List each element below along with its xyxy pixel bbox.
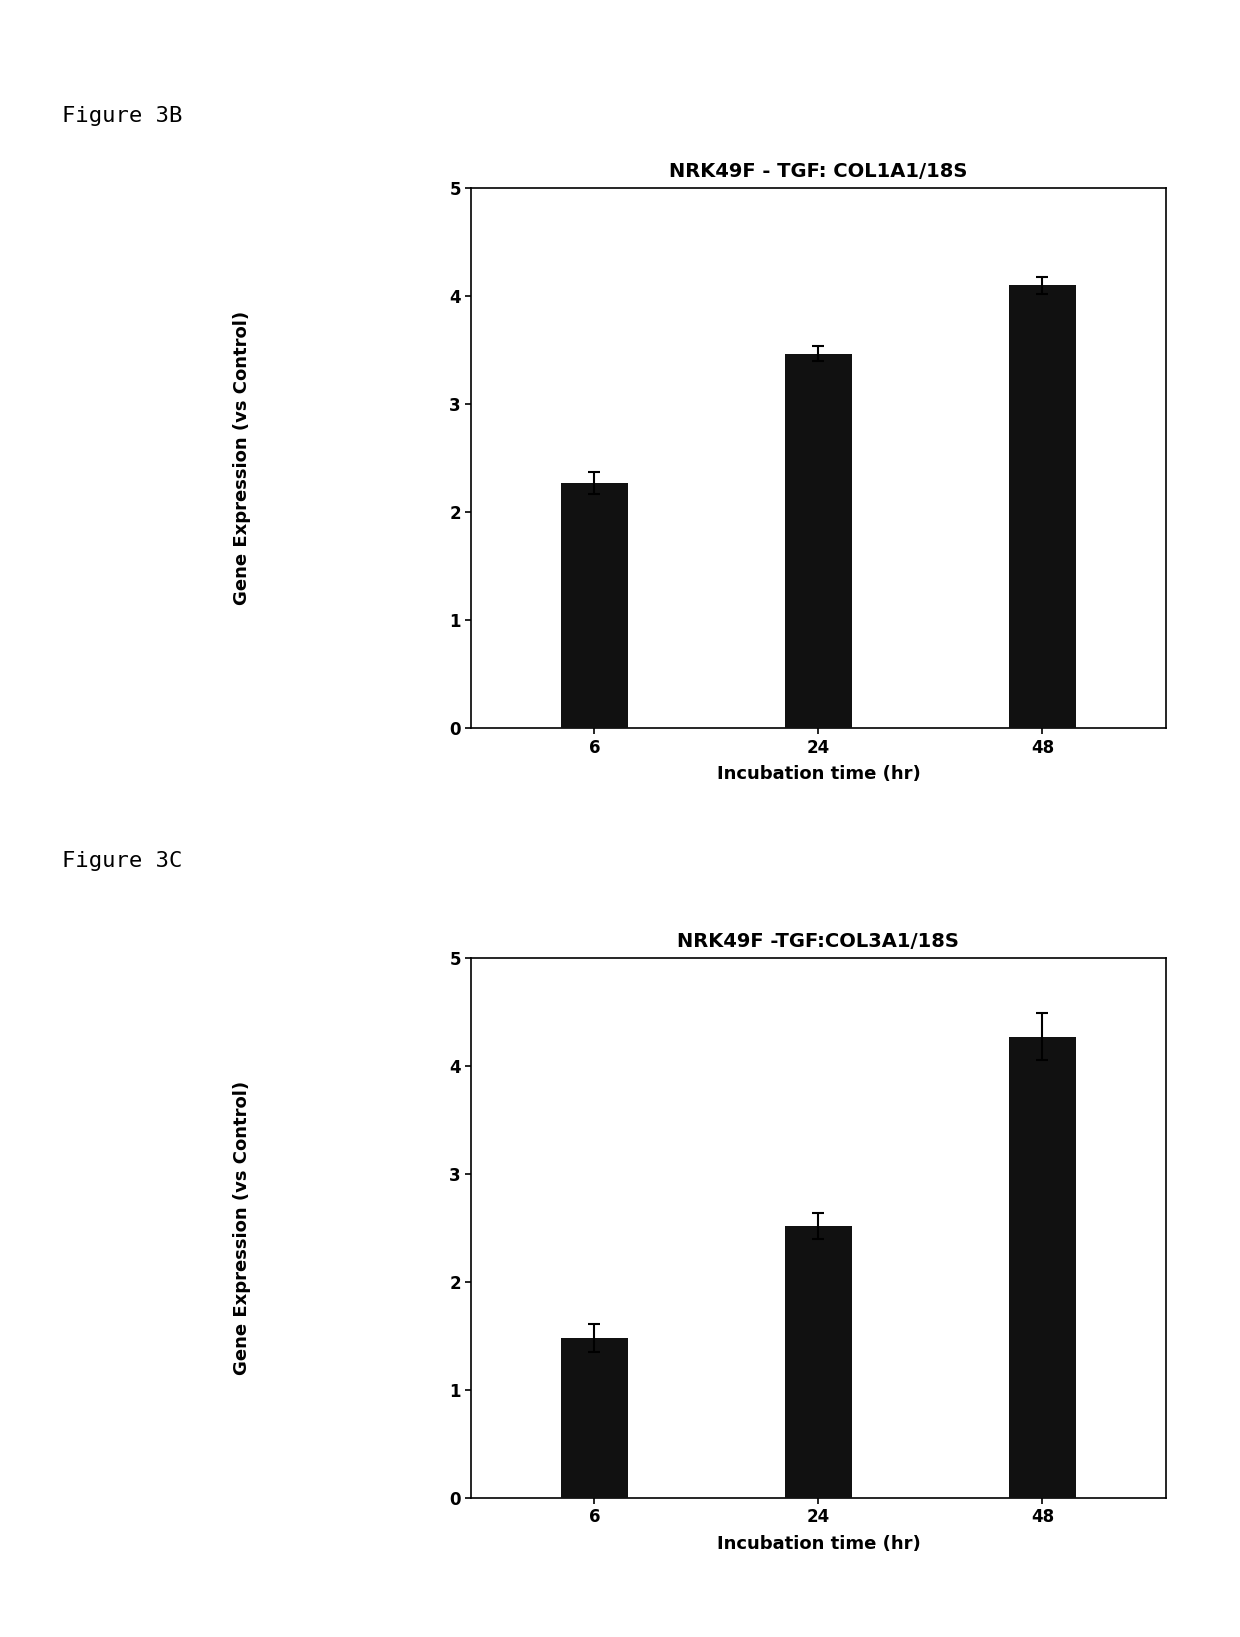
Bar: [560, 1337, 627, 1498]
Text: Figure 3B: Figure 3B: [62, 106, 182, 126]
Text: Figure 3C: Figure 3C: [62, 851, 182, 871]
Bar: [1009, 1036, 1076, 1498]
Bar: [785, 1226, 852, 1498]
Bar: [1009, 285, 1076, 728]
Title: NRK49F -TGF:COL3A1/18S: NRK49F -TGF:COL3A1/18S: [677, 931, 960, 951]
Bar: [785, 354, 852, 728]
X-axis label: Incubation time (hr): Incubation time (hr): [717, 764, 920, 782]
Bar: [560, 483, 627, 728]
Title: NRK49F - TGF: COL1A1/18S: NRK49F - TGF: COL1A1/18S: [670, 162, 967, 182]
Text: Gene Expression (vs Control): Gene Expression (vs Control): [233, 311, 250, 606]
X-axis label: Incubation time (hr): Incubation time (hr): [717, 1534, 920, 1552]
Text: Gene Expression (vs Control): Gene Expression (vs Control): [233, 1080, 250, 1375]
